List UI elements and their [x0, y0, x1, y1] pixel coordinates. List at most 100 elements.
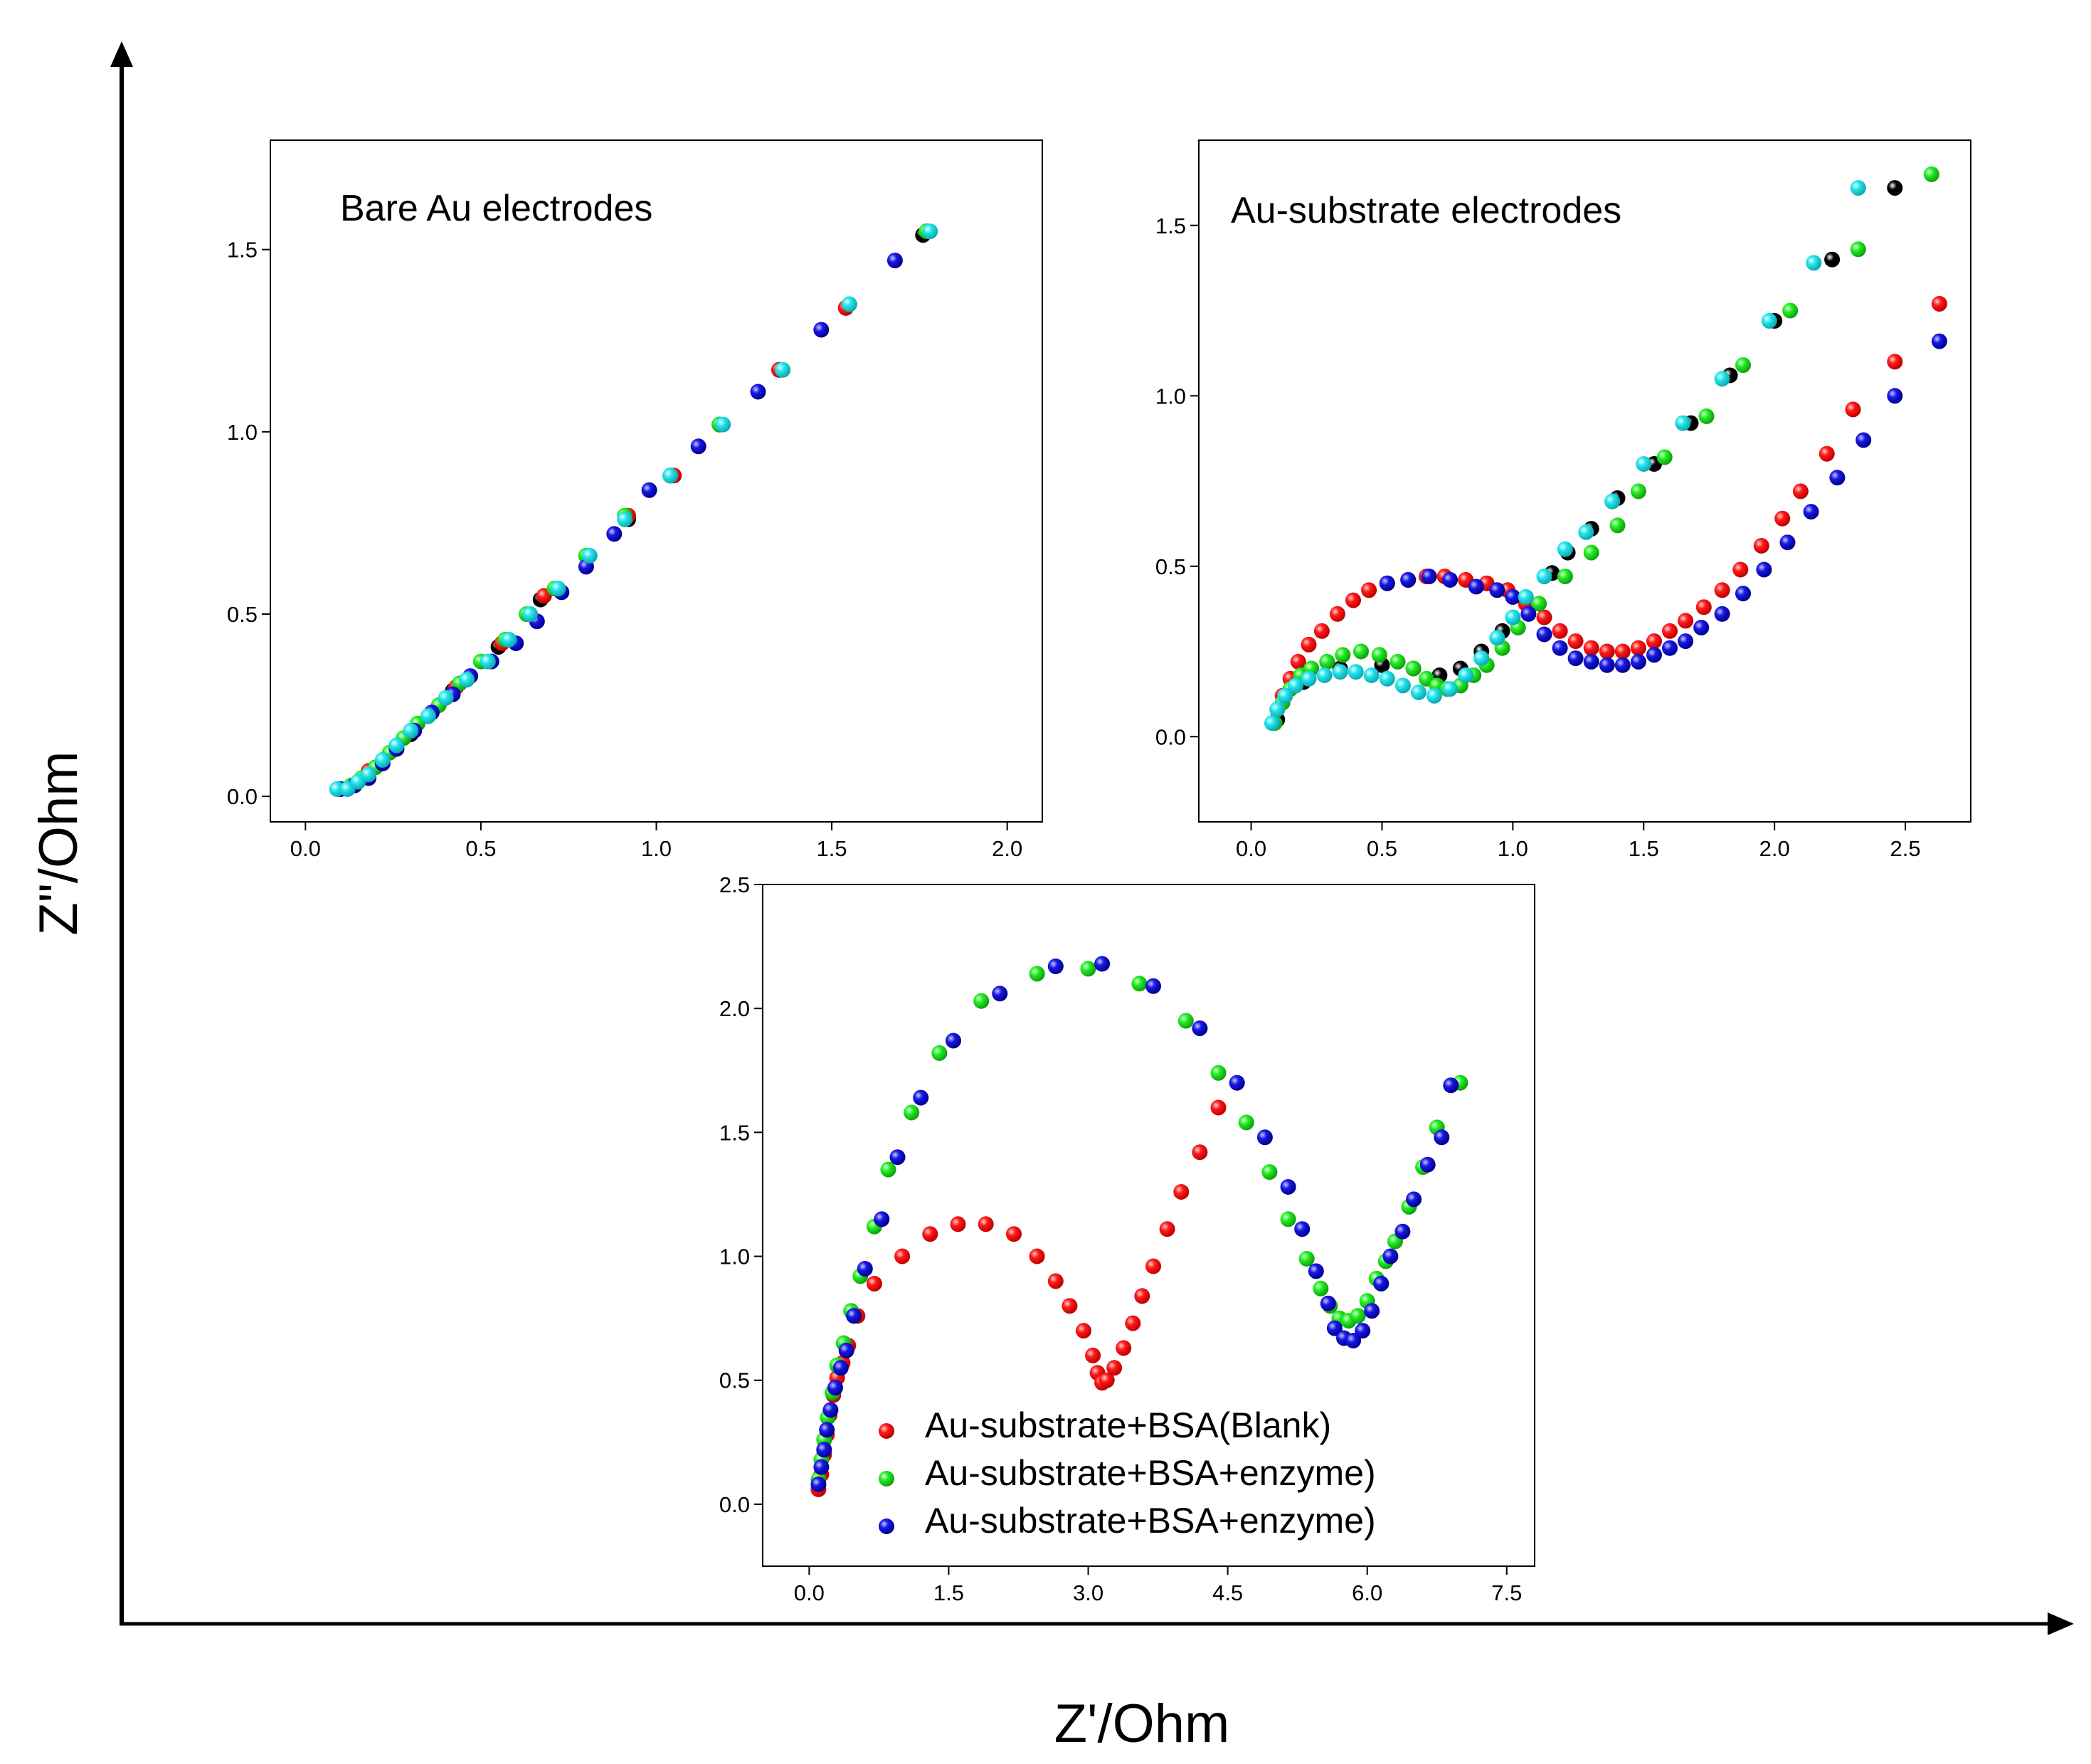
- data-point-red: [1630, 640, 1646, 656]
- legend-marker-enzyme-blue: [879, 1519, 894, 1534]
- data-point-cyan: [775, 361, 790, 378]
- panel-bsa-points: [810, 956, 1468, 1497]
- data-point-blue: [1662, 640, 1678, 656]
- data-point-cyan: [388, 737, 405, 754]
- data-point-blue: [813, 1459, 830, 1475]
- data-point-red: [1145, 1258, 1161, 1274]
- y-tick-label: 0.0: [719, 1492, 750, 1517]
- data-point-red: [866, 1275, 882, 1292]
- data-point-blue: [1583, 653, 1599, 670]
- data-point-cyan: [1301, 670, 1317, 687]
- data-point-blue: [913, 1089, 929, 1106]
- data-point-red: [978, 1216, 994, 1232]
- y-tick-label: 0.5: [1155, 554, 1186, 579]
- data-point-green: [1656, 449, 1673, 465]
- data-point-red: [1536, 609, 1552, 625]
- data-point-cyan: [1277, 687, 1293, 704]
- data-point-red: [1062, 1298, 1078, 1314]
- data-point-blue: [641, 482, 657, 498]
- x-tick-label: 1.5: [1629, 836, 1659, 861]
- legend-label-enzyme-blue: Au-substrate+BSA+enzyme): [925, 1501, 1376, 1541]
- data-point-cyan: [403, 722, 419, 739]
- data-point-blue: [1094, 956, 1111, 972]
- data-point-red: [1714, 582, 1730, 598]
- data-point-blue: [1406, 1191, 1422, 1208]
- data-point-cyan: [1761, 312, 1777, 329]
- data-point-blue: [1400, 571, 1417, 588]
- data-point-blue: [846, 1308, 862, 1324]
- data-point-blue: [1803, 504, 1819, 520]
- y-tick-label: 2.0: [719, 996, 750, 1021]
- panel-bsa-legend: Au-substrate+BSA(Blank) Au-substrate+BSA…: [879, 1405, 1376, 1541]
- data-point-blue: [1552, 640, 1568, 656]
- x-tick-label: 3.0: [1073, 1580, 1103, 1605]
- data-point-green: [1782, 302, 1799, 319]
- data-point-blue: [690, 438, 706, 455]
- data-point-blue: [1505, 588, 1521, 605]
- data-point-blue: [819, 1422, 835, 1438]
- x-tick-label: 1.5: [933, 1580, 964, 1605]
- data-point-cyan: [1505, 609, 1521, 625]
- x-tick-label: 7.5: [1491, 1580, 1522, 1605]
- data-point-red: [1792, 483, 1809, 500]
- data-point-red: [1106, 1360, 1123, 1376]
- data-point-blue: [810, 1477, 827, 1492]
- data-point-red: [1076, 1323, 1091, 1339]
- data-point-cyan: [438, 690, 454, 706]
- legend-label-blank: Au-substrate+BSA(Blank): [925, 1405, 1331, 1445]
- data-point-blue: [874, 1211, 890, 1227]
- data-point-cyan: [662, 468, 679, 484]
- data-point-red: [894, 1248, 911, 1264]
- data-point-green: [1298, 1251, 1315, 1267]
- data-point-green: [1210, 1065, 1227, 1081]
- y-tick-label: 1.5: [719, 1120, 750, 1145]
- data-point-cyan: [1604, 493, 1621, 509]
- data-point-blue: [1536, 626, 1552, 643]
- data-point-blue: [606, 526, 623, 542]
- data-point-cyan: [1426, 687, 1442, 704]
- panel-substrate-title: Au-substrate electrodes: [1231, 190, 1621, 231]
- data-point-red: [950, 1216, 966, 1232]
- data-point-blue: [1829, 470, 1846, 486]
- data-point-blue: [1294, 1221, 1311, 1237]
- data-point-blue: [1931, 333, 1947, 349]
- data-point-blue: [1355, 1323, 1371, 1339]
- data-point-cyan: [1394, 677, 1411, 694]
- data-point-green: [880, 1161, 896, 1178]
- data-point-red: [1599, 643, 1615, 660]
- data-point-blue: [1373, 1275, 1389, 1292]
- data-point-black: [1887, 180, 1903, 196]
- data-point-red: [1029, 1248, 1045, 1264]
- data-point-red: [1931, 295, 1947, 312]
- data-point-blue: [1229, 1074, 1245, 1091]
- data-point-cyan: [581, 548, 598, 564]
- data-point-cyan: [522, 606, 538, 622]
- y-tick-label: 0.0: [227, 784, 258, 809]
- data-point-blue: [1856, 432, 1872, 448]
- x-tick-label: 0.5: [465, 836, 496, 861]
- data-point-cyan: [1458, 667, 1474, 683]
- data-point-red: [1614, 643, 1631, 660]
- data-point-cyan: [480, 653, 496, 670]
- data-point-cyan: [1850, 180, 1866, 196]
- x-tick-label: 2.5: [1890, 836, 1920, 861]
- data-point-green: [1389, 653, 1406, 670]
- data-point-red: [1173, 1184, 1190, 1200]
- data-point-blue: [1443, 1077, 1459, 1094]
- data-point-blue: [946, 1032, 961, 1049]
- data-point-blue: [1192, 1020, 1208, 1037]
- data-point-red: [1552, 623, 1568, 639]
- data-point-blue: [1678, 633, 1694, 650]
- y-tick-label: 1.0: [719, 1245, 750, 1269]
- data-point-green: [1350, 1308, 1366, 1324]
- data-point-red: [1732, 561, 1749, 578]
- x-tick-label: 6.0: [1352, 1580, 1382, 1605]
- data-point-blue: [1887, 388, 1903, 404]
- y-tick-label: 1.5: [1155, 213, 1186, 238]
- x-tick-label: 0.0: [290, 836, 321, 861]
- x-tick-label: 1.5: [817, 836, 847, 861]
- data-point-green: [1319, 653, 1335, 670]
- data-point-red: [1085, 1347, 1101, 1363]
- data-point-cyan: [922, 223, 938, 240]
